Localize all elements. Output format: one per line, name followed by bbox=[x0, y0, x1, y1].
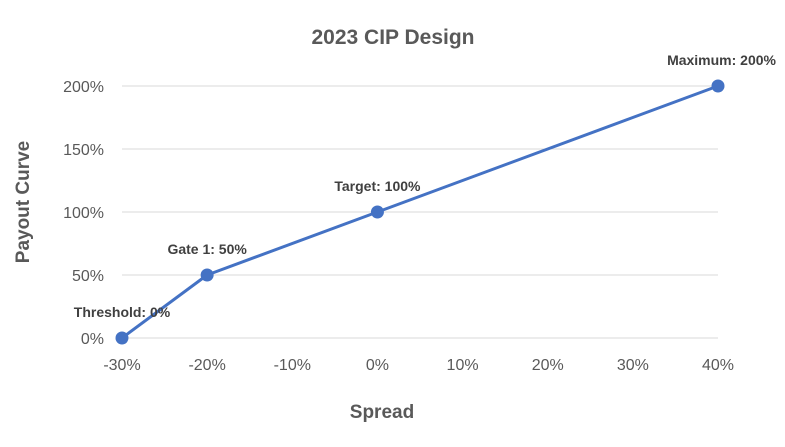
data-label: Threshold: 0% bbox=[74, 304, 171, 320]
gridlines bbox=[122, 85, 718, 339]
x-axis-title: Spread bbox=[350, 402, 414, 423]
x-tick-label: 10% bbox=[447, 357, 479, 374]
data-label: Gate 1: 50% bbox=[167, 241, 247, 257]
data-point bbox=[711, 79, 725, 93]
data-point bbox=[370, 205, 384, 219]
y-tick-label: 200% bbox=[63, 79, 104, 96]
data-point bbox=[115, 331, 129, 345]
y-tick-label: 100% bbox=[63, 205, 104, 222]
x-tick-label: -10% bbox=[274, 357, 311, 374]
chart-title: 2023 CIP Design bbox=[311, 26, 474, 49]
data-labels: Threshold: 0% Gate 1: 50% Target: 100% Maxi… bbox=[74, 52, 777, 320]
y-tick-label: 50% bbox=[72, 268, 104, 285]
x-tick-label: 40% bbox=[702, 357, 734, 374]
series-layer bbox=[115, 79, 725, 345]
data-label: Maximum: 200% bbox=[667, 52, 776, 68]
y-tick-label: 0% bbox=[81, 331, 104, 348]
y-axis-title: Payout Curve bbox=[13, 141, 34, 263]
x-tick-label: -20% bbox=[188, 357, 225, 374]
x-tick-label: 30% bbox=[617, 357, 649, 374]
data-point bbox=[200, 268, 214, 282]
data-label: Target: 100% bbox=[334, 178, 421, 194]
y-tick-label: 150% bbox=[63, 142, 104, 159]
y-axis-ticks: 0% 50% 100% 150% 200% bbox=[63, 79, 104, 348]
x-tick-label: 0% bbox=[366, 357, 389, 374]
x-tick-label: 20% bbox=[532, 357, 564, 374]
x-axis-ticks: -30% -20% -10% 0% 10% 20% 30% 40% bbox=[103, 357, 734, 374]
x-tick-label: -30% bbox=[103, 357, 140, 374]
series-line bbox=[121, 84, 719, 340]
